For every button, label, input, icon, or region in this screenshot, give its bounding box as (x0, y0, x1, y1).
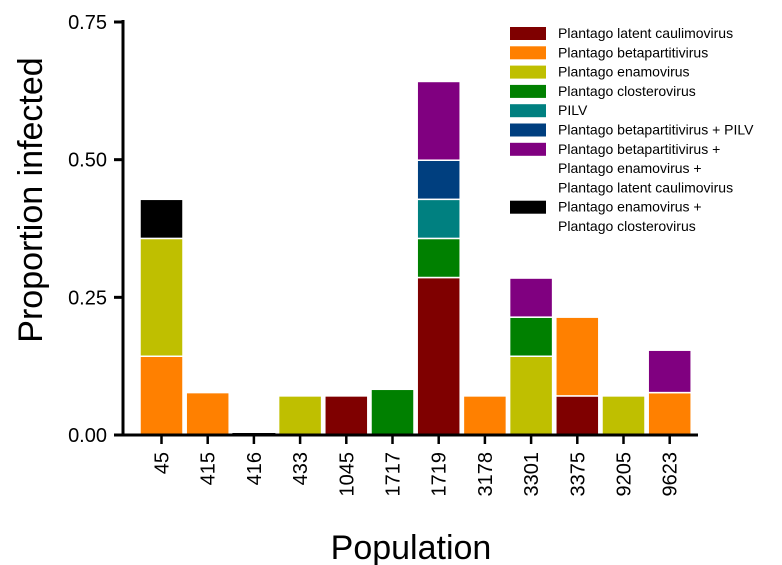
legend-swatch (510, 123, 546, 137)
bar-segment (647, 391, 692, 436)
bar-segment (139, 355, 184, 436)
bar-segment (416, 237, 461, 279)
bar-segment (370, 388, 415, 436)
x-tick-label: 1719 (429, 452, 451, 497)
bar-segment (508, 316, 554, 358)
legend-label: Plantago betapartitivirus (558, 44, 708, 60)
x-tick-label: 3301 (521, 452, 543, 497)
bar-segment (555, 395, 600, 436)
bar-segment (139, 198, 184, 240)
bar-segment (185, 391, 230, 436)
bars-group (139, 80, 692, 436)
x-tick-label: 416 (244, 452, 266, 485)
x-tick-label: 1717 (383, 452, 405, 497)
legend: Plantago latent caulimovirus Plantago bet… (510, 25, 754, 234)
legend-label: Plantago enamovirus (558, 64, 690, 80)
legend-swatch (510, 104, 546, 118)
legend-label: Plantago betapartitivirus + PILV (558, 122, 754, 138)
y-tick-label: 0.50 (68, 150, 107, 172)
x-tick-label: 433 (290, 452, 312, 485)
x-tick-label: 415 (198, 452, 220, 485)
x-ticks-group: 45 415 416 433 1045 1717 1719 3178 3301 3375 9205 9… (152, 435, 682, 497)
bar-segment (416, 198, 461, 240)
y-tick-label: 0.00 (68, 425, 107, 447)
legend-label: PILV (558, 102, 588, 118)
x-tick-label: 3375 (567, 452, 589, 497)
bar-segment (324, 395, 369, 436)
x-tick-label: 9623 (660, 452, 682, 497)
x-tick-label: 9205 (614, 452, 636, 497)
legend-swatch (510, 46, 546, 60)
bar-segment (508, 355, 554, 436)
bar-segment (416, 80, 461, 161)
bar-segment (416, 276, 461, 436)
y-tick-label: 0.25 (68, 287, 107, 309)
x-tick-label: 45 (152, 452, 174, 474)
legend-swatch (510, 65, 546, 79)
legend-label: Plantago closterovirus (558, 83, 696, 99)
x-tick-label: 3178 (475, 452, 497, 497)
legend-label: Plantago closterovirus (558, 218, 696, 234)
axes-group (121, 20, 698, 437)
legend-label: Plantago betapartitivirus + (558, 141, 720, 157)
legend-swatch (510, 84, 546, 98)
legend-label: Plantago latent caulimovirus (558, 179, 733, 195)
y-axis-title: Proportion infected (12, 57, 50, 342)
y-ticks-group: 0.00 0.25 0.50 0.75 (68, 12, 123, 447)
legend-swatch (510, 200, 546, 214)
y-tick-label: 0.75 (68, 12, 107, 34)
legend-swatch (510, 142, 546, 156)
bar-segment (462, 395, 508, 436)
legend-label: Plantago enamovirus + (558, 199, 702, 215)
x-axis-title: Population (331, 529, 492, 565)
bar-segment (416, 159, 461, 201)
bar-segment (555, 316, 600, 397)
x-tick-label: 1045 (336, 452, 358, 497)
legend-label: Plantago enamovirus + (558, 160, 702, 176)
bar-segment (277, 395, 323, 436)
bar-segment (508, 277, 554, 318)
legend-swatch (510, 27, 546, 40)
bar-segment (139, 237, 184, 358)
bar-segment (647, 349, 692, 394)
legend-label: Plantago latent caulimovirus (558, 25, 733, 41)
bar-segment (601, 395, 646, 436)
